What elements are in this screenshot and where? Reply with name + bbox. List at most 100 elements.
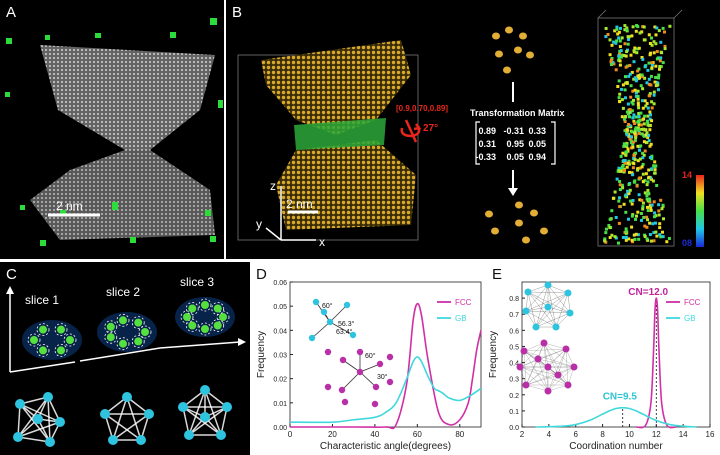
cn-point (609, 58, 613, 62)
cn-point (636, 168, 640, 172)
cn-gb-annotation: CN=9.5 (603, 392, 638, 403)
cn-point (641, 180, 645, 183)
cn-point (617, 241, 620, 245)
angle-atom (356, 348, 364, 356)
series-line-fcc (290, 302, 482, 430)
colorbar-max: 14 (682, 170, 692, 180)
cn-point (610, 233, 614, 237)
cluster-bond (543, 342, 575, 368)
cn-point (630, 70, 634, 74)
cn-point (651, 179, 655, 183)
cluster-bond (543, 342, 559, 376)
cn-point (636, 97, 640, 101)
cn-point (633, 88, 637, 92)
cn-point (635, 184, 639, 188)
matrix-bracket-left (475, 121, 480, 165)
cluster-atom (562, 345, 570, 353)
cn-point (617, 221, 621, 225)
cn-point (632, 49, 636, 53)
motif-bottom (485, 201, 548, 244)
cn-point (652, 51, 656, 55)
cluster-bond (519, 348, 567, 368)
cn-point (627, 237, 631, 241)
cn-point (649, 74, 653, 78)
cn-point (650, 36, 653, 40)
cn-point (625, 143, 629, 147)
cn-point (628, 188, 632, 192)
cn-point (640, 73, 644, 77)
cn-point (624, 65, 628, 69)
cn-point (628, 108, 632, 112)
angle-bond (359, 363, 381, 373)
cn-point (632, 155, 636, 159)
cn-point (647, 124, 651, 128)
matrix-bracket-right (551, 121, 556, 165)
cn-point (647, 94, 651, 98)
cn-point (648, 42, 652, 45)
cn-point (637, 123, 641, 127)
cn-point (626, 147, 630, 151)
cn-point (650, 100, 654, 104)
cluster-atom (564, 381, 572, 389)
cn-point (633, 122, 637, 125)
cn-point (653, 211, 657, 215)
cn-point (615, 25, 619, 29)
cn-point (606, 33, 610, 36)
cn-point (627, 159, 631, 163)
cluster-atom (524, 288, 532, 296)
cn-point (619, 154, 623, 158)
angle-label: 56.3° (338, 320, 355, 328)
chart-d: 0 20 40 60 80 0.00 0.01 0.02 0.03 0.04 0.05 0.06 Cha… (256, 280, 482, 452)
cn-point (624, 210, 628, 214)
cn-point (642, 134, 646, 138)
matrix-cell: 0.33 (528, 126, 546, 136)
cn-point (626, 42, 630, 46)
cn-point (643, 76, 647, 80)
y-tick-label: 0.2 (509, 393, 519, 400)
cn-point (628, 110, 632, 114)
cn-point (641, 162, 645, 166)
cn-point (641, 57, 645, 61)
cn-point (643, 38, 647, 42)
axis-y-label: y (256, 217, 262, 231)
colorbar-min: 08 (682, 238, 692, 248)
cn-point (630, 171, 634, 175)
cn-point (645, 197, 649, 201)
cn-point (613, 190, 617, 194)
cn-point (608, 53, 612, 57)
gb-layer (294, 118, 386, 150)
cn-point (623, 24, 627, 28)
cn-point (648, 92, 652, 96)
cn-point (637, 237, 641, 241)
cn-point (654, 230, 658, 234)
cluster-bond (547, 292, 569, 308)
cn-point (648, 233, 652, 236)
cluster-atom (43, 392, 53, 402)
matrix-cell: 0.95 (506, 139, 524, 149)
cn-point (636, 25, 640, 29)
cn-point (646, 209, 650, 213)
y-tick-label: 0.06 (273, 280, 287, 287)
cn-point (648, 221, 652, 225)
slice-atom (213, 321, 222, 330)
x-tick-label: 0 (288, 430, 293, 439)
cn-point (643, 64, 647, 68)
crystal-upper (40, 45, 215, 150)
cn-point (642, 25, 646, 29)
cn-point (652, 239, 656, 243)
angle-atom (338, 386, 346, 394)
cn-point (639, 123, 643, 127)
cn-point (622, 54, 626, 57)
cn-point (623, 161, 627, 165)
cn-point (623, 88, 627, 92)
angle-atom (371, 400, 379, 408)
cn-point (628, 72, 632, 76)
slice-atom-ring (180, 310, 194, 324)
cn-point (625, 128, 629, 132)
cn-point (646, 114, 650, 118)
cn-map-box (597, 9, 683, 247)
cn-point (641, 205, 645, 209)
cluster-bond (535, 284, 549, 328)
cn-point (631, 89, 635, 93)
cn-point (648, 53, 652, 57)
